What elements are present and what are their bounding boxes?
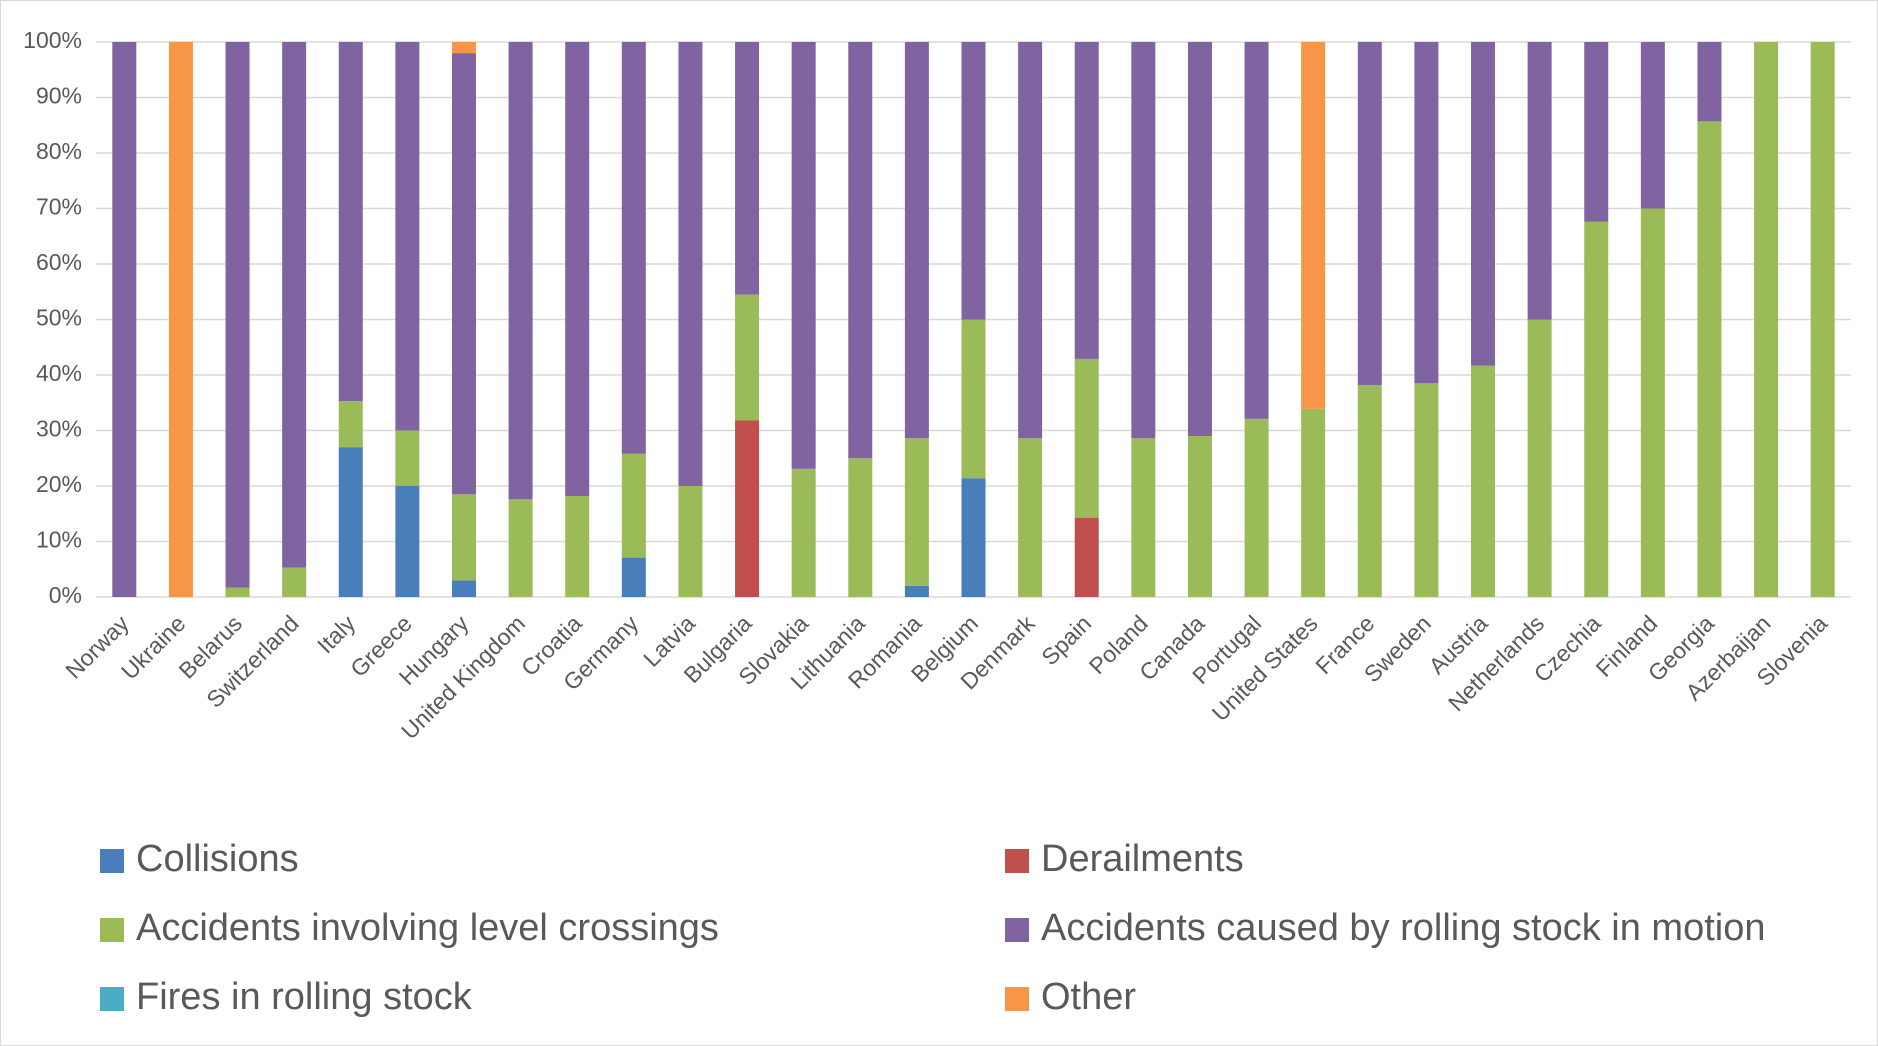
bar-segment <box>1697 42 1722 122</box>
bar-segment <box>451 494 476 581</box>
legend-swatch <box>100 987 124 1011</box>
bar-segment <box>338 42 363 402</box>
bar-segment <box>1187 42 1212 437</box>
legend-swatch <box>1005 849 1029 873</box>
bar-segment <box>1810 42 1835 597</box>
bar-segment <box>1187 436 1212 597</box>
bar-segment <box>1584 221 1609 597</box>
y-tick-label: 10% <box>36 527 82 553</box>
y-tick-label: 0% <box>49 582 82 608</box>
bar-segment <box>395 486 420 597</box>
bar-segment <box>904 438 929 586</box>
y-tick-label: 20% <box>36 471 82 497</box>
bar-segment <box>1414 42 1439 384</box>
y-tick-label: 30% <box>36 416 82 442</box>
bar-segment <box>112 42 137 597</box>
legend-label: Derailments <box>1041 838 1244 880</box>
bar-segment <box>508 499 533 597</box>
bar-segment <box>1754 42 1779 597</box>
legend-swatch <box>1005 918 1029 942</box>
bar-segment <box>1414 383 1439 597</box>
bar-segment <box>565 495 590 597</box>
y-tick-label: 90% <box>36 83 82 109</box>
bar-segment <box>1074 358 1099 518</box>
bar-segment <box>338 447 363 597</box>
bar-segment <box>1527 319 1552 597</box>
bar-segment <box>621 453 646 558</box>
bar-segment <box>1640 208 1665 597</box>
y-tick-label: 60% <box>36 249 82 275</box>
bar-segment <box>1357 42 1382 385</box>
legend-label: Other <box>1041 976 1136 1018</box>
bar-segment <box>904 585 929 597</box>
bar-segment <box>735 420 760 597</box>
bar-segment <box>1471 42 1496 366</box>
bar-segment <box>1244 42 1269 419</box>
bar-segment <box>168 42 193 597</box>
legend-swatch <box>1005 987 1029 1011</box>
bar-segment <box>791 42 816 469</box>
bar-segment <box>735 42 760 295</box>
y-tick-label: 40% <box>36 360 82 386</box>
bar-segment <box>395 430 420 486</box>
y-tick-label: 70% <box>36 194 82 220</box>
bar-segment <box>961 42 986 320</box>
bar-segment <box>282 42 307 568</box>
bar-segment <box>1527 42 1552 320</box>
bar-segment <box>904 42 929 439</box>
legend-swatch <box>100 918 124 942</box>
bar-segment <box>1301 408 1326 597</box>
bar-segment <box>848 458 873 597</box>
bar-segment <box>735 294 760 421</box>
bar-segment <box>848 42 873 459</box>
bar-segment <box>225 587 250 597</box>
legend-label: Accidents involving level crossings <box>136 907 719 949</box>
bar-segment <box>508 42 533 500</box>
bar-segment <box>1018 42 1043 439</box>
y-tick-label: 50% <box>36 305 82 331</box>
bar-segment <box>961 478 986 597</box>
legend-label: Accidents caused by rolling stock in mot… <box>1041 907 1765 949</box>
legend-label: Collisions <box>136 838 299 880</box>
bar-segment <box>1301 42 1326 409</box>
bar-segment <box>1018 438 1043 597</box>
bar-segment <box>678 42 703 486</box>
bar-segment <box>621 42 646 454</box>
bar-segment <box>1471 365 1496 597</box>
bar-segment <box>282 567 307 597</box>
bar-segment <box>621 557 646 597</box>
bar-segment <box>395 42 420 431</box>
bar-segment <box>1584 42 1609 222</box>
bar-segment <box>1244 418 1269 597</box>
bar-segment <box>791 468 816 597</box>
y-tick-label: 80% <box>36 138 82 164</box>
bar-segment <box>1074 42 1099 359</box>
bar-segment <box>225 42 250 588</box>
bar-segment <box>1697 121 1722 598</box>
bar-segment <box>1357 384 1382 597</box>
bar-segment <box>678 486 703 597</box>
y-tick-label: 100% <box>23 27 82 53</box>
bar-segment <box>1131 438 1156 597</box>
bar-segment <box>1640 42 1665 209</box>
bar-segment <box>451 53 476 495</box>
bar-segment <box>451 580 476 597</box>
bar-segment <box>1074 517 1099 597</box>
legend-swatch <box>100 849 124 873</box>
bar-segment <box>1131 42 1156 439</box>
bar-segment <box>565 42 590 496</box>
bar-segment <box>338 401 363 448</box>
bar-segment <box>451 42 476 54</box>
bar-segment <box>961 319 986 479</box>
legend-label: Fires in rolling stock <box>136 976 473 1018</box>
